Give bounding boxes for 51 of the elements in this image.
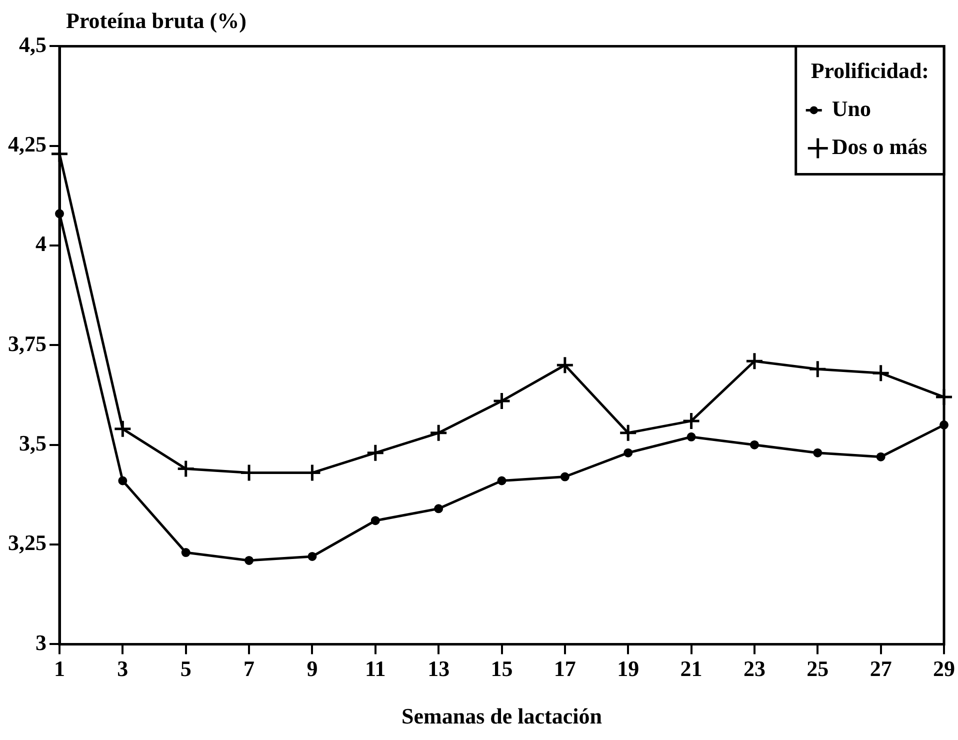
x-tick-label: 23 bbox=[743, 656, 766, 682]
point bbox=[244, 556, 254, 565]
y-tick-label: 3,25 bbox=[8, 530, 46, 556]
point bbox=[682, 412, 701, 430]
point bbox=[429, 424, 448, 442]
y-tick-label: 4,5 bbox=[19, 32, 46, 57]
point bbox=[113, 420, 132, 438]
x-tick-label: 9 bbox=[306, 656, 318, 682]
point bbox=[813, 448, 822, 458]
point bbox=[366, 444, 385, 462]
x-tick-label: 27 bbox=[870, 656, 892, 682]
point bbox=[686, 432, 696, 442]
y-tick-label: 3,5 bbox=[19, 430, 46, 456]
y-axis-title: Proteína bruta (%) bbox=[66, 8, 246, 34]
y-tick-label: 3 bbox=[36, 630, 46, 655]
x-tick-label: 29 bbox=[933, 656, 955, 682]
x-tick-label: 1 bbox=[54, 656, 65, 682]
point bbox=[624, 448, 633, 458]
point bbox=[560, 472, 570, 482]
x-axis-title: Semanas de lactación bbox=[402, 703, 602, 728]
legend-label: Uno bbox=[832, 96, 871, 121]
point bbox=[745, 352, 764, 370]
point bbox=[176, 460, 196, 478]
legend-title: Prolificidad: bbox=[810, 58, 930, 83]
point bbox=[750, 440, 759, 450]
x-tick-label: 13 bbox=[428, 656, 450, 682]
point bbox=[808, 360, 827, 378]
point bbox=[497, 476, 506, 486]
y-tick-label: 4 bbox=[36, 231, 46, 256]
point bbox=[876, 452, 886, 462]
x-tick-label: 5 bbox=[180, 656, 192, 682]
x-tick-label: 11 bbox=[364, 656, 386, 682]
point bbox=[434, 504, 444, 514]
point bbox=[370, 516, 380, 526]
point bbox=[872, 364, 890, 382]
x-tick-label: 7 bbox=[244, 656, 255, 682]
x-tick-label: 21 bbox=[680, 656, 702, 682]
legend-label: Dos o más bbox=[832, 134, 928, 159]
x-tick-label: 17 bbox=[554, 656, 576, 682]
y-tick-label: 4,25 bbox=[8, 132, 46, 157]
y-tick-label: 3,75 bbox=[8, 330, 46, 356]
point bbox=[308, 552, 317, 561]
point bbox=[618, 424, 638, 442]
x-tick-label: 15 bbox=[490, 656, 513, 682]
point bbox=[492, 392, 511, 410]
point bbox=[556, 356, 574, 374]
x-tick-label: 19 bbox=[617, 656, 640, 682]
x-tick-label: 3 bbox=[117, 656, 128, 682]
point bbox=[181, 548, 190, 558]
x-tick-label: 25 bbox=[806, 656, 829, 682]
point bbox=[118, 476, 128, 486]
